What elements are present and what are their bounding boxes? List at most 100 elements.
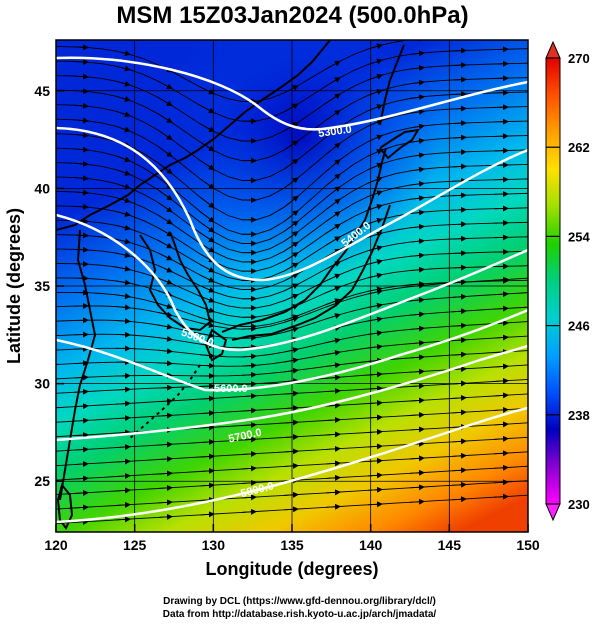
streamline-arrow — [283, 448, 299, 455]
streamline-arrow — [157, 129, 173, 141]
x-tick-label: 135 — [280, 537, 304, 553]
streamline-arrow — [157, 290, 173, 297]
streamline-arrow — [451, 481, 467, 488]
streamline-arrow — [409, 238, 425, 245]
y-tick-label: 35 — [34, 278, 50, 294]
streamline-arrow — [409, 266, 425, 273]
streamline-arrow — [451, 250, 467, 257]
streamline-arrow — [283, 262, 299, 272]
streamline-arrow — [157, 441, 173, 448]
streamline-arrow — [241, 465, 257, 472]
streamline-arrow — [451, 293, 467, 300]
streamline-arrow — [325, 109, 341, 121]
streamline-arrow — [157, 455, 173, 462]
streamline-arrow — [325, 362, 341, 369]
streamline-arrow — [325, 142, 341, 155]
streamline-arrow — [241, 353, 257, 360]
streamline-arrow — [199, 316, 215, 324]
streamline-arrow — [199, 274, 215, 283]
korea-coastline — [139, 231, 212, 332]
streamline-arrow — [73, 203, 89, 210]
streamline-arrow — [283, 220, 299, 232]
streamline-arrow — [451, 206, 467, 213]
streamline-arrow — [199, 362, 215, 369]
streamline-arrow — [115, 224, 131, 231]
streamline-arrow — [451, 308, 467, 315]
streamline-arrow — [115, 110, 131, 118]
streamline-arrow — [73, 388, 89, 395]
streamline-arrow — [157, 252, 173, 261]
streamline-arrow — [241, 407, 257, 414]
streamline-arrow — [451, 91, 467, 98]
streamline-arrow — [451, 438, 467, 445]
streamline-arrow — [115, 252, 131, 258]
streamline-arrow — [199, 211, 215, 223]
streamline-arrow — [115, 50, 131, 57]
streamline-arrow — [325, 460, 341, 467]
japan-honshu-coastline — [221, 147, 387, 333]
streamline-arrow — [325, 416, 341, 423]
streamline-arrow — [115, 386, 131, 393]
streamline-arrow — [241, 450, 257, 457]
streamline-arrow — [409, 252, 425, 259]
streamline-arrow — [157, 189, 173, 201]
streamline-arrow — [115, 125, 131, 133]
streamline-arrow — [199, 424, 215, 431]
streamline-arrow — [325, 298, 341, 306]
streamline-arrow — [157, 335, 173, 342]
streamline-arrow — [325, 474, 341, 481]
streamline-arrow — [493, 464, 509, 471]
streamline-arrow — [409, 311, 425, 318]
streamline-arrow — [115, 516, 131, 523]
streamline-arrow — [283, 378, 299, 385]
streamline-arrow — [283, 273, 299, 282]
streamline-arrow — [115, 318, 131, 325]
y-tick-label: 30 — [34, 376, 50, 392]
streamline-arrow — [325, 223, 341, 234]
streamline-arrow — [115, 155, 131, 163]
streamline-arrow — [199, 104, 215, 114]
streamline-arrow — [409, 455, 425, 462]
streamline-arrow — [283, 462, 299, 469]
streamline-arrow — [157, 265, 173, 273]
streamline-arrow — [409, 108, 425, 115]
streamline-arrow — [451, 105, 467, 112]
streamline-arrow — [325, 286, 341, 294]
streamline-arrow — [409, 123, 425, 130]
streamline-arrow — [115, 95, 131, 102]
streamline-arrow — [115, 472, 131, 479]
streamline-arrow — [241, 334, 257, 341]
streamline-arrow — [451, 496, 467, 503]
streamline-arrow — [493, 377, 509, 384]
streamline-arrow — [409, 484, 425, 491]
streamline-arrow — [409, 368, 425, 375]
streamline-arrow — [283, 241, 299, 252]
streamline-arrow — [115, 415, 131, 422]
streamline-arrow — [493, 421, 509, 428]
streamline-arrow — [199, 352, 215, 359]
streamline-arrow — [73, 232, 89, 239]
streamline-arrow — [157, 227, 173, 237]
streamline-arrow — [409, 498, 425, 505]
streamline-arrow — [409, 325, 425, 332]
contour-line-5500 — [56, 213, 528, 352]
streamline-arrow — [115, 400, 131, 407]
streamline-arrow — [325, 313, 341, 320]
streamline-arrow — [325, 337, 341, 344]
streamline-arrow — [409, 297, 425, 304]
streamline-arrow — [115, 183, 131, 190]
colorbar: 230 238 246 254 262 270 — [545, 40, 590, 522]
streamline-arrow — [157, 323, 173, 330]
streamline-arrow — [73, 189, 89, 196]
streamline-arrow — [199, 383, 215, 390]
streamline-arrow — [157, 384, 173, 391]
streamline-arrow — [283, 367, 299, 374]
streamline-arrow — [493, 479, 509, 486]
streamline-arrow — [73, 360, 89, 367]
footer-credit-data: Data from http://database.rish.kyoto-u.a… — [162, 609, 437, 620]
streamline-arrow — [325, 60, 341, 70]
streamline-arrow — [73, 102, 89, 109]
streamline-arrow — [325, 211, 341, 222]
streamline-arrow — [157, 348, 173, 355]
streamline-arrow — [157, 146, 173, 158]
